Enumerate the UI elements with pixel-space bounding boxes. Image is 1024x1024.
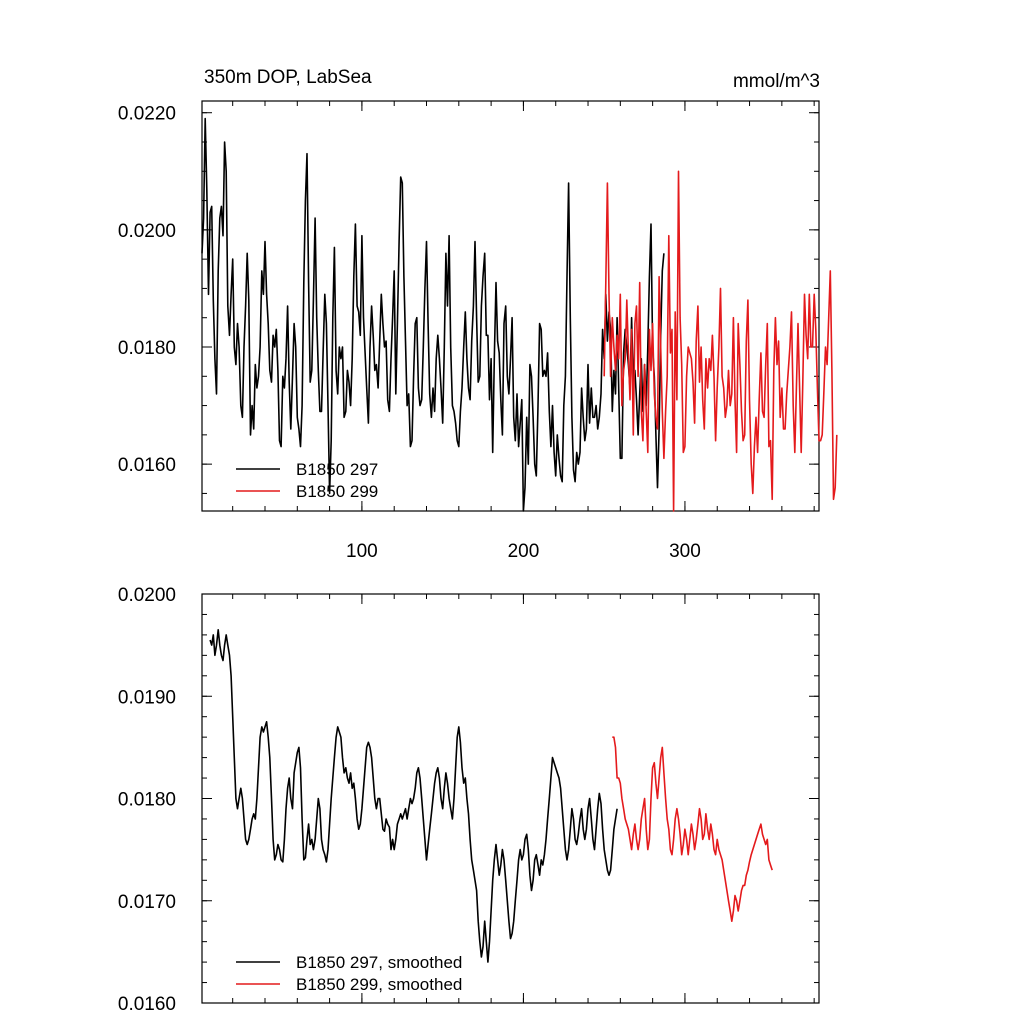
series-line-b1850-297-smoothed bbox=[209, 628, 618, 963]
x-tick-label: 100 bbox=[346, 541, 378, 562]
y-tick-label: 0.0190 bbox=[118, 687, 176, 708]
top-plot-frame bbox=[201, 100, 820, 512]
bottom-panel: 0.0200 0.0190 0.0180 0.0170 0.0160 B1850 297… bbox=[118, 585, 820, 1015]
bottom-plot-frame bbox=[201, 593, 820, 1004]
y-tick-label: 0.0170 bbox=[118, 892, 176, 913]
top-panel-units: mmol/m^3 bbox=[733, 71, 820, 92]
top-panel-title: 350m DOP, LabSea bbox=[204, 67, 372, 88]
y-tick-label: 0.0180 bbox=[118, 338, 176, 359]
series-line-b1850-299-smoothed bbox=[612, 736, 773, 923]
top-panel: 350m DOP, LabSea mmol/m^3 0.02200.02000.… bbox=[118, 67, 838, 562]
bottom-legend: B1850 297, smoothed B1850 299, smoothed bbox=[236, 953, 462, 994]
y-tick-label: 0.0160 bbox=[118, 994, 176, 1015]
y-tick-label: 0.0220 bbox=[118, 104, 176, 125]
bottom-lines bbox=[209, 628, 773, 963]
legend-label-b1850-299-smoothed: B1850 299, smoothed bbox=[296, 975, 462, 994]
x-tick-label: 300 bbox=[669, 541, 701, 562]
top-lines bbox=[201, 117, 838, 512]
y-tick-label: 0.0200 bbox=[118, 585, 176, 606]
legend-label-b1850-297: B1850 297 bbox=[296, 460, 378, 479]
y-tick-label: 0.0160 bbox=[118, 455, 176, 476]
y-tick-label: 0.0200 bbox=[118, 221, 176, 242]
legend-label-b1850-299: B1850 299 bbox=[296, 482, 378, 501]
bottom-ticks: 0.0200 0.0190 0.0180 0.0170 0.0160 bbox=[118, 585, 819, 1015]
top-legend: B1850 297 B1850 299 bbox=[236, 460, 378, 501]
series-line-b1850-297 bbox=[201, 117, 665, 512]
legend-label-b1850-297-smoothed: B1850 297, smoothed bbox=[296, 953, 462, 972]
top-ticks: 0.0220 0.0200 0.0180 0.0160 100 200 300 bbox=[118, 101, 819, 562]
y-tick-label: 0.0180 bbox=[118, 790, 176, 811]
x-tick-label: 200 bbox=[508, 541, 540, 562]
series-line-b1850-299 bbox=[603, 170, 838, 512]
